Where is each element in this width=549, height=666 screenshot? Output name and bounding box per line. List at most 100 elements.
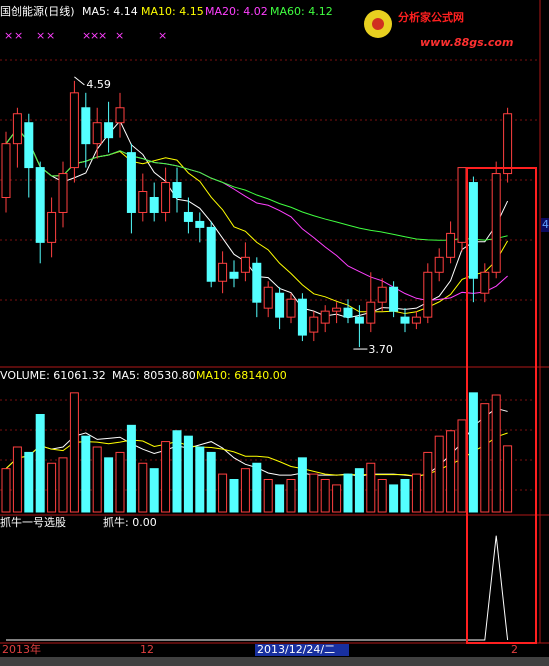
volume-bar [411, 473, 421, 513]
candle-body [411, 316, 421, 324]
candle-body [206, 226, 216, 282]
candle-body [81, 107, 91, 145]
candle-body [354, 316, 364, 324]
volume-bar [35, 414, 45, 513]
candle-body [263, 286, 273, 309]
candle-body [195, 220, 205, 228]
volume-bar [229, 479, 239, 513]
ma60-line [5, 127, 508, 241]
volume-bar [172, 430, 182, 513]
svg-text:×: × [90, 29, 99, 42]
volume-bar [309, 473, 319, 513]
candle-body [480, 271, 490, 294]
axis-marker [541, 218, 549, 232]
low-annotation: 3.70 [368, 343, 393, 356]
volume-bar [332, 484, 342, 513]
candle-body [126, 152, 136, 213]
ma10-label: MA10: 4.15 [141, 5, 204, 18]
high-annotation: 4.59 [86, 78, 111, 91]
candle-body [58, 173, 68, 213]
candle-body [332, 307, 342, 312]
volume-bar [92, 446, 102, 513]
candle-body [275, 292, 285, 318]
candle-body [446, 232, 456, 258]
plot: 4.59 3.70 [1, 76, 513, 641]
time-label: 12 [140, 643, 154, 656]
volume-bar [297, 457, 307, 513]
ma20-label: MA20: 4.02 [205, 5, 268, 18]
candle-body [423, 271, 433, 318]
highlight-box [466, 167, 537, 644]
time-cursor [255, 644, 349, 656]
logo-name: 分析家公式网 [398, 10, 464, 24]
candle-body [115, 107, 125, 124]
time-label: 2013年 [2, 642, 41, 656]
candle-body [491, 173, 501, 273]
svg-text:×: × [14, 29, 23, 42]
volume-label: VOLUME: 61061.32 [0, 369, 106, 382]
volume-ma5: MA5: 80530.80 [112, 369, 196, 382]
indicator-title: 抓牛一号选股 [0, 515, 66, 529]
indicator-line [6, 535, 509, 641]
candle-body [161, 182, 171, 213]
svg-text:×: × [98, 29, 107, 42]
volume-bar [400, 479, 410, 513]
volume-bar [263, 479, 273, 513]
svg-text:×: × [115, 29, 124, 42]
candle-body [240, 256, 250, 273]
volume-bar [126, 424, 136, 513]
volume-bar [69, 392, 79, 513]
logo: 分析家公式网 www.88gs.com [364, 10, 513, 49]
candle-body [149, 197, 159, 213]
volume-bar [503, 445, 513, 513]
time-label: 2013/12/24/二 [257, 643, 335, 656]
svg-text:×: × [46, 29, 55, 42]
volume-bar [252, 462, 262, 513]
volume-ma10: MA10: 68140.00 [196, 369, 287, 382]
volume-bar [161, 441, 171, 513]
volume-bar [480, 403, 490, 513]
candle-body [343, 307, 353, 318]
candle-body [183, 211, 193, 222]
candle-body [138, 191, 148, 213]
price-axis-label: 4 [542, 218, 549, 231]
volume-bar [240, 468, 250, 513]
svg-text:×: × [36, 29, 45, 42]
candle-body [218, 262, 228, 282]
candle-body [297, 298, 307, 336]
candle-body [1, 143, 11, 199]
candle-body [366, 301, 376, 324]
volume-bar [423, 451, 433, 513]
volume-bar [434, 435, 444, 513]
candle-body [12, 113, 22, 145]
candle-body [35, 167, 45, 243]
volume-bar [377, 479, 387, 513]
candle-body [24, 122, 34, 169]
volume-bar [149, 468, 159, 513]
candle-body [400, 316, 410, 324]
tab-bar[interactable] [0, 657, 549, 666]
candle-body [377, 286, 387, 303]
volume-bar [320, 479, 330, 513]
volume-bar [286, 479, 296, 513]
volume-bar [24, 451, 34, 513]
svg-text:×: × [82, 29, 91, 42]
candle-body [252, 262, 262, 303]
candle-body [434, 256, 444, 273]
logo-icon [372, 18, 384, 30]
volume-bar [468, 392, 478, 513]
volume-bar [81, 435, 91, 513]
svg-text:×: × [4, 29, 13, 42]
candle-body [320, 310, 330, 324]
volume-bar [343, 473, 353, 513]
volume-bar [1, 468, 11, 513]
volume-bar [389, 484, 399, 513]
candle-body [69, 92, 79, 169]
logo-url: www.88gs.com [420, 36, 513, 49]
candle-body [47, 211, 57, 243]
annotation-leader [74, 76, 85, 86]
volume-bar [366, 462, 376, 513]
candle-body [457, 167, 467, 243]
